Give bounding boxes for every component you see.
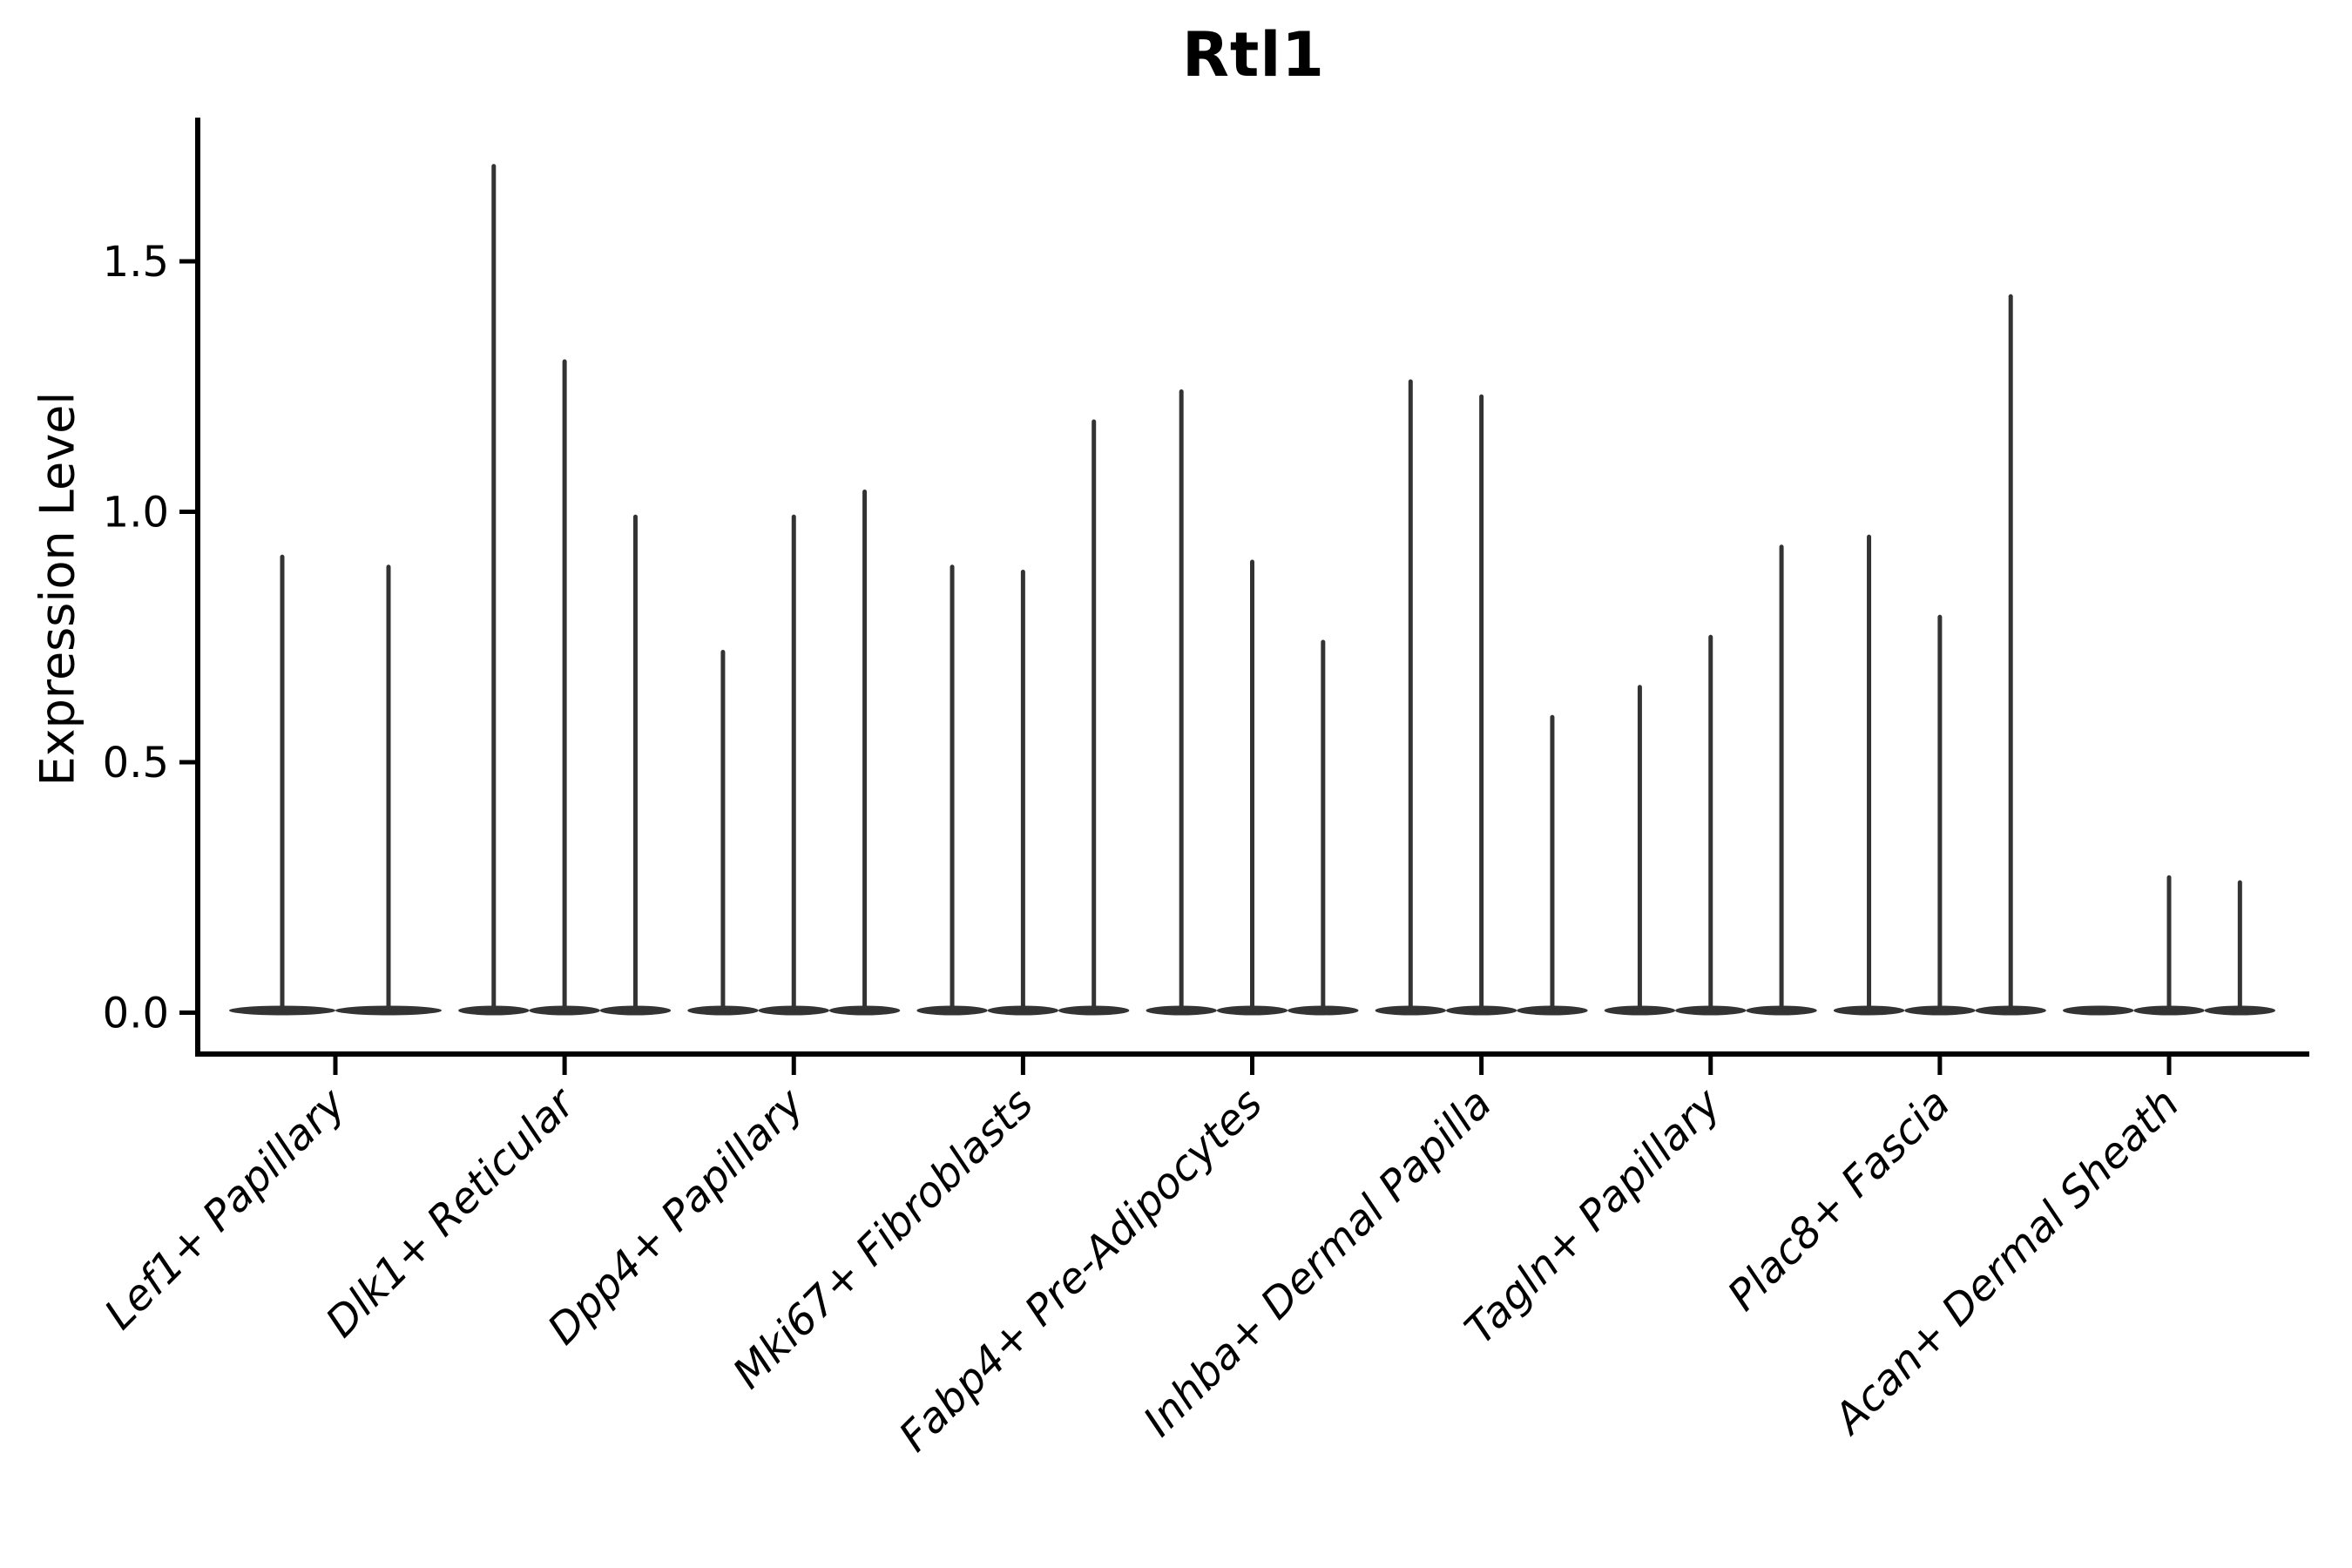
x-tick-label: Dpp4+ Papillary (538, 1078, 814, 1354)
x-tick-label: Plac8+ Fascia (1719, 1079, 1960, 1321)
y-tick-label: 0.0 (103, 989, 169, 1037)
y-tick-label: 0.5 (103, 739, 169, 787)
y-axis-label: Expression Level (30, 391, 85, 787)
x-tick-label: Tagln+ Papillary (1456, 1078, 1731, 1354)
y-tick-label: 1.0 (103, 488, 169, 537)
plot-title: Rtl1 (1181, 19, 1326, 91)
y-tick-label: 1.5 (103, 238, 169, 287)
violin-baseline (2063, 1005, 2134, 1016)
x-tick-label: Dlk1+ Reticular (316, 1078, 586, 1348)
x-tick-label: Lef1+ Papillary (95, 1078, 355, 1339)
x-tick-label: Fabp4+ Pre-Adipocytes (889, 1079, 1272, 1462)
